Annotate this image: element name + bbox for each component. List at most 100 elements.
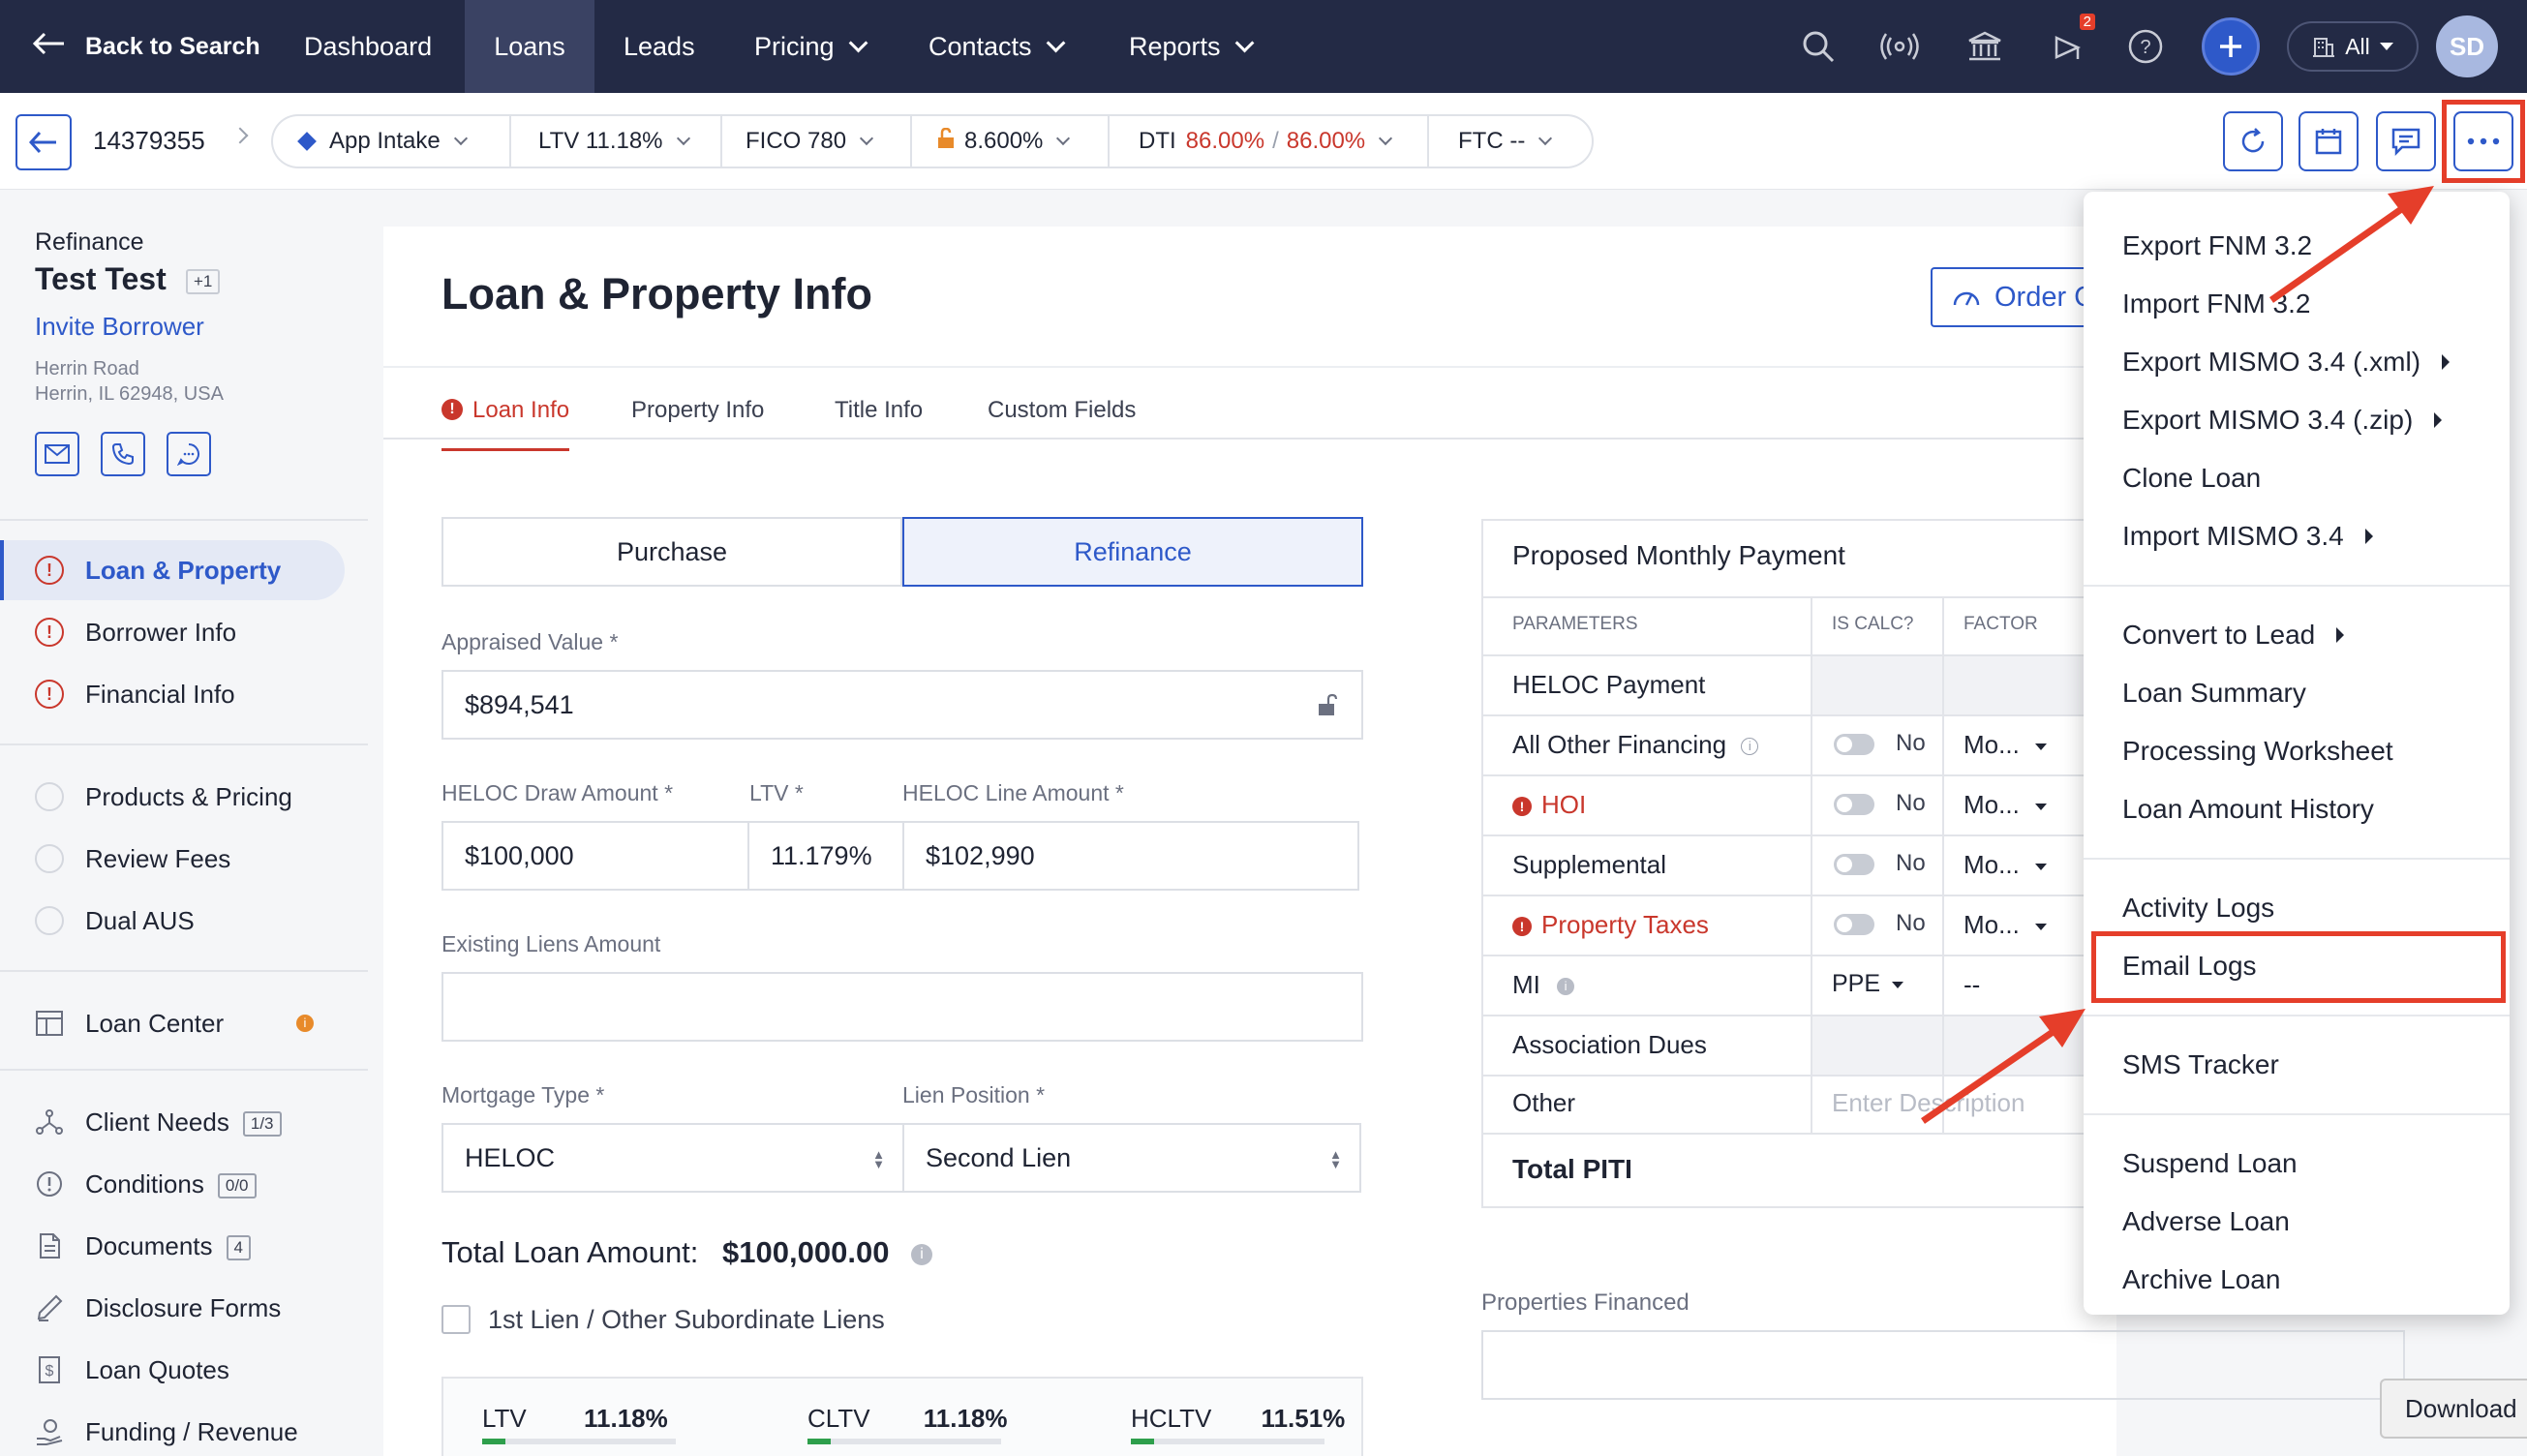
caret-down-icon (2034, 743, 2047, 750)
add-new-button[interactable] (2202, 17, 2260, 76)
sidebar-item-conditions[interactable]: Conditions 0/0 (0, 1154, 345, 1214)
first-lien-label: 1st Lien / Other Subordinate Liens (488, 1305, 885, 1334)
row-all-other-financing: All Other Financing i (1512, 730, 1759, 760)
purchase-option[interactable]: Purchase (441, 517, 902, 587)
calc-value: No (1896, 850, 1926, 876)
more-actions-button[interactable] (2453, 111, 2513, 171)
menu-item-import-mismo[interactable]: Import MISMO 3.4 (2122, 521, 2373, 552)
user-avatar[interactable]: SD (2436, 15, 2498, 77)
calc-toggle[interactable] (1834, 794, 1874, 815)
sidebar-item-loan-center[interactable]: Loan Center i (0, 993, 345, 1053)
first-lien-checkbox[interactable] (441, 1305, 471, 1334)
sidebar-item-dual-aus[interactable]: Dual AUS (0, 891, 345, 951)
comment-icon (2391, 128, 2420, 156)
stage-dropdown[interactable]: App Intake (271, 114, 509, 168)
nav-reports[interactable]: Reports (1129, 0, 1254, 93)
invite-borrower-link[interactable]: Invite Borrower (35, 312, 204, 341)
email-borrower-button[interactable] (35, 432, 79, 476)
sidebar-item-loan-quotes[interactable]: $ Loan Quotes (0, 1340, 345, 1400)
fico-dropdown[interactable]: FICO 780 (720, 114, 910, 168)
existing-liens-input[interactable] (441, 972, 1363, 1042)
dti-dropdown[interactable]: DTI 86.00% / 86.00% (1108, 114, 1427, 168)
info-icon[interactable]: i (911, 1243, 933, 1265)
nav-contacts[interactable]: Contacts (929, 0, 1065, 93)
factor-select[interactable]: Mo... (1964, 790, 2047, 820)
sidebar-item-financial-info[interactable]: ! Financial Info (0, 664, 345, 724)
menu-item-adverse-loan[interactable]: Adverse Loan (2122, 1206, 2290, 1237)
properties-financed-input[interactable] (1481, 1330, 2405, 1400)
menu-item-loan-summary[interactable]: Loan Summary (2122, 678, 2306, 709)
message-borrower-button[interactable] (167, 432, 211, 476)
heloc-draw-input[interactable]: $100,000 (441, 821, 749, 891)
sidebar-item-client-needs[interactable]: Client Needs 1/3 (0, 1092, 345, 1152)
info-icon[interactable]: i (1741, 738, 1759, 756)
nav-leads[interactable]: Leads (624, 0, 695, 93)
co-borrower-count-badge[interactable]: +1 (186, 269, 221, 294)
tab-property-info[interactable]: Property Info (631, 397, 764, 424)
sidebar-item-loan-property[interactable]: ! Loan & Property (0, 540, 345, 600)
menu-item-activity-logs[interactable]: Activity Logs (2122, 893, 2274, 924)
help-icon[interactable]: ? (2124, 25, 2167, 68)
search-icon[interactable] (1797, 25, 1840, 68)
tab-title-info[interactable]: Title Info (835, 397, 923, 424)
ltv-input[interactable]: 11.179% (747, 821, 904, 891)
menu-item-convert-to-lead[interactable]: Convert to Lead (2122, 620, 2345, 651)
refresh-button[interactable] (2223, 111, 2283, 171)
mortgage-type-select[interactable]: HELOC ▲ ▼ (441, 1123, 904, 1193)
top-navigation-bar: Back to Search Dashboard Loans Leads Pri… (0, 0, 2527, 93)
row-heloc-payment: HELOC Payment (1512, 670, 1706, 699)
ltv-dropdown[interactable]: LTV 11.18% (509, 114, 720, 168)
nav-loans[interactable]: Loans (465, 0, 594, 93)
sidebar-item-review-fees[interactable]: Review Fees (0, 829, 345, 889)
mi-calc-select[interactable]: PPE (1832, 970, 1904, 998)
order-button[interactable]: Order C (1931, 267, 2124, 327)
menu-item-processing-worksheet[interactable]: Processing Worksheet (2122, 736, 2393, 767)
factor-select[interactable]: Mo... (1964, 910, 2047, 940)
menu-item-sms-tracker[interactable]: SMS Tracker (2122, 1049, 2279, 1080)
rate-dropdown[interactable]: 8.600% (910, 114, 1108, 168)
menu-item-loan-amount-history[interactable]: Loan Amount History (2122, 794, 2374, 825)
menu-item-suspend-loan[interactable]: Suspend Loan (2122, 1148, 2298, 1179)
nav-dashboard[interactable]: Dashboard (304, 0, 432, 93)
calc-toggle[interactable] (1834, 914, 1874, 935)
menu-item-export-mismo-zip[interactable]: Export MISMO 3.4 (.zip) (2122, 405, 2443, 436)
heloc-line-input[interactable]: $102,990 (902, 821, 1359, 891)
calc-toggle[interactable] (1834, 854, 1874, 875)
calendar-button[interactable] (2299, 111, 2359, 171)
bank-icon[interactable] (1964, 25, 2006, 68)
sidebar-item-documents[interactable]: Documents 4 (0, 1216, 345, 1276)
tab-custom-fields[interactable]: Custom Fields (988, 397, 1136, 424)
comments-button[interactable] (2376, 111, 2436, 171)
nav-pricing[interactable]: Pricing (754, 0, 868, 93)
factor-select[interactable]: Mo... (1964, 850, 2047, 880)
ftc-dropdown[interactable]: FTC -- (1427, 114, 1594, 168)
divider (0, 743, 368, 745)
menu-item-archive-loan[interactable]: Archive Loan (2122, 1264, 2280, 1295)
sidebar-item-funding-revenue[interactable]: Funding / Revenue (0, 1402, 345, 1456)
unlock-icon[interactable] (1317, 693, 1338, 723)
menu-item-export-fnm[interactable]: Export FNM 3.2 (2122, 230, 2312, 261)
company-filter-dropdown[interactable]: All (2287, 21, 2419, 72)
call-borrower-button[interactable] (101, 432, 145, 476)
menu-item-import-fnm[interactable]: Import FNM 3.2 (2122, 288, 2310, 319)
sidebar-item-products-pricing[interactable]: Products & Pricing (0, 767, 345, 827)
menu-item-email-logs[interactable]: Email Logs (2122, 951, 2257, 982)
sidebar-item-borrower-info[interactable]: ! Borrower Info (0, 602, 345, 662)
broadcast-icon[interactable] (1878, 25, 1921, 68)
megaphone-icon[interactable]: 2 (2049, 14, 2095, 68)
refinance-option[interactable]: Refinance (902, 517, 1363, 587)
menu-item-clone-loan[interactable]: Clone Loan (2122, 463, 2261, 494)
sidebar-item-disclosure-forms[interactable]: Disclosure Forms (0, 1278, 345, 1338)
lien-position-select[interactable]: Second Lien ▲ ▼ (902, 1123, 1361, 1193)
other-description-input[interactable]: Enter Description (1832, 1088, 2025, 1117)
factor-select[interactable]: Mo... (1964, 730, 2047, 760)
back-button[interactable] (15, 114, 72, 170)
info-icon[interactable]: i (1557, 978, 1575, 996)
sidebar-item-label: Financial Info (85, 679, 235, 709)
calc-toggle[interactable] (1834, 734, 1874, 755)
back-to-search-link[interactable]: Back to Search (32, 0, 260, 93)
appraised-value-input[interactable]: $894,541 (441, 670, 1363, 740)
total-loan-amount: Total Loan Amount: $100,000.00 i (441, 1235, 933, 1270)
menu-item-export-mismo-xml[interactable]: Export MISMO 3.4 (.xml) (2122, 347, 2451, 378)
tab-loan-info[interactable]: ! Loan Info (441, 397, 570, 451)
